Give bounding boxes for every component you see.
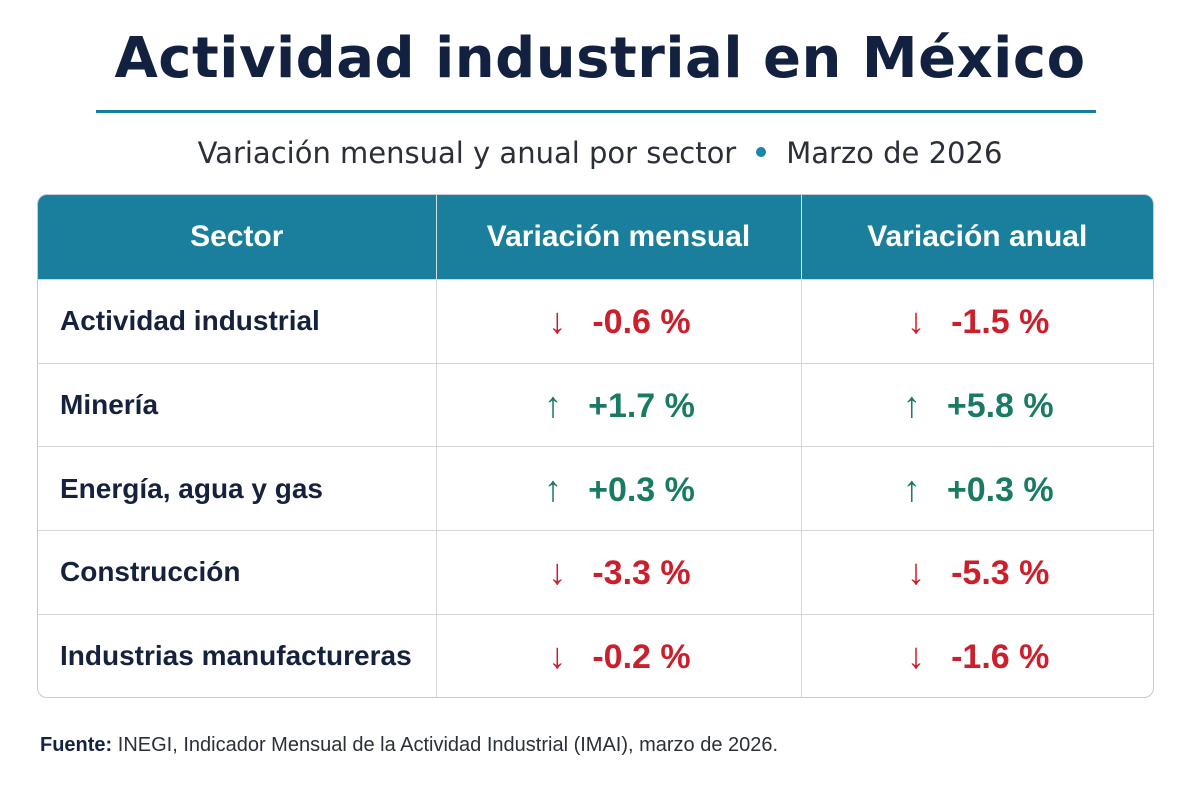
monthly-change-value: -0.2 % <box>592 637 691 676</box>
monthly-change-cell: ↓ -0.6 % <box>436 279 802 364</box>
arrow-down-icon: ↓ <box>548 551 567 593</box>
monthly-change-cell: ↓ -0.2 % <box>436 613 802 697</box>
monthly-change-value: -3.3 % <box>592 554 691 593</box>
monthly-change-value: -0.6 % <box>592 303 691 342</box>
sector-cell: Actividad industrial <box>38 279 437 364</box>
data-table: Sector Variación mensual Variación anual… <box>37 194 1154 698</box>
table-row: Construcción ↓ -3.3 % ↓ -5.3 % <box>38 530 1153 615</box>
arrow-down-icon: ↓ <box>907 551 926 593</box>
annual-change-cell: ↑ +5.8 % <box>801 362 1153 447</box>
source-note: Fuente: INEGI, Indicador Mensual de la A… <box>40 734 778 757</box>
table-row: Industrias manufactureras ↓ -0.2 % ↓ -1.6 % <box>38 613 1153 697</box>
table-row: Minería ↑ +1.7 % ↑ +5.8 % <box>38 362 1153 447</box>
monthly-change-cell: ↑ +1.7 % <box>436 362 802 447</box>
annual-change-value: +5.8 % <box>946 387 1054 425</box>
annual-change-cell: ↑ +0.3 % <box>801 446 1153 531</box>
title-divider <box>96 110 1096 113</box>
column-header-sector: Sector <box>38 195 437 280</box>
page-subtitle: Variación mensual y anual por sector Marz… <box>0 136 1200 170</box>
monthly-change-value: +0.3 % <box>588 470 695 509</box>
annual-change-value: -5.3 % <box>951 554 1050 593</box>
column-header-monthly: Variación mensual <box>436 195 802 280</box>
monthly-change-value: +1.7 % <box>588 387 695 425</box>
table-row: Actividad industrial ↓ -0.6 % ↓ -1.5 % <box>38 279 1153 364</box>
arrow-up-icon: ↑ <box>544 384 563 425</box>
arrow-down-icon: ↓ <box>548 300 567 342</box>
bullet-dot-icon <box>756 147 767 157</box>
table-row: Energía, agua y gas ↑ +0.3 % ↑ +0.3 % <box>38 446 1153 531</box>
sector-cell: Industrias manufactureras <box>38 613 437 697</box>
annual-change-cell: ↓ -1.6 % <box>801 613 1153 697</box>
arrow-up-icon: ↑ <box>902 467 921 509</box>
source-text: INEGI, Indicador Mensual de la Actividad… <box>112 734 779 756</box>
annual-change-cell: ↓ -1.5 % <box>801 279 1153 364</box>
subtitle-description: Variación mensual y anual por sector <box>197 136 737 170</box>
annual-change-value: -1.5 % <box>951 303 1050 342</box>
monthly-change-cell: ↑ +0.3 % <box>436 446 802 531</box>
sector-cell: Minería <box>38 362 437 447</box>
sector-cell: Construcción <box>38 530 437 615</box>
arrow-up-icon: ↑ <box>902 384 921 425</box>
page-title: Actividad industrial en México <box>114 26 1086 91</box>
sector-cell: Energía, agua y gas <box>38 446 437 531</box>
annual-change-cell: ↓ -5.3 % <box>801 530 1153 615</box>
arrow-up-icon: ↑ <box>544 467 563 509</box>
source-label: Fuente: <box>40 734 113 756</box>
subtitle-date: Marzo de 2026 <box>786 136 1003 170</box>
annual-change-value: -1.6 % <box>951 637 1050 676</box>
arrow-down-icon: ↓ <box>548 634 567 676</box>
arrow-down-icon: ↓ <box>907 634 926 676</box>
column-header-annual: Variación anual <box>801 195 1153 280</box>
monthly-change-cell: ↓ -3.3 % <box>436 530 802 615</box>
arrow-down-icon: ↓ <box>907 300 926 342</box>
table-header-row: Sector Variación mensual Variación anual <box>38 195 1153 280</box>
annual-change-value: +0.3 % <box>946 470 1054 509</box>
